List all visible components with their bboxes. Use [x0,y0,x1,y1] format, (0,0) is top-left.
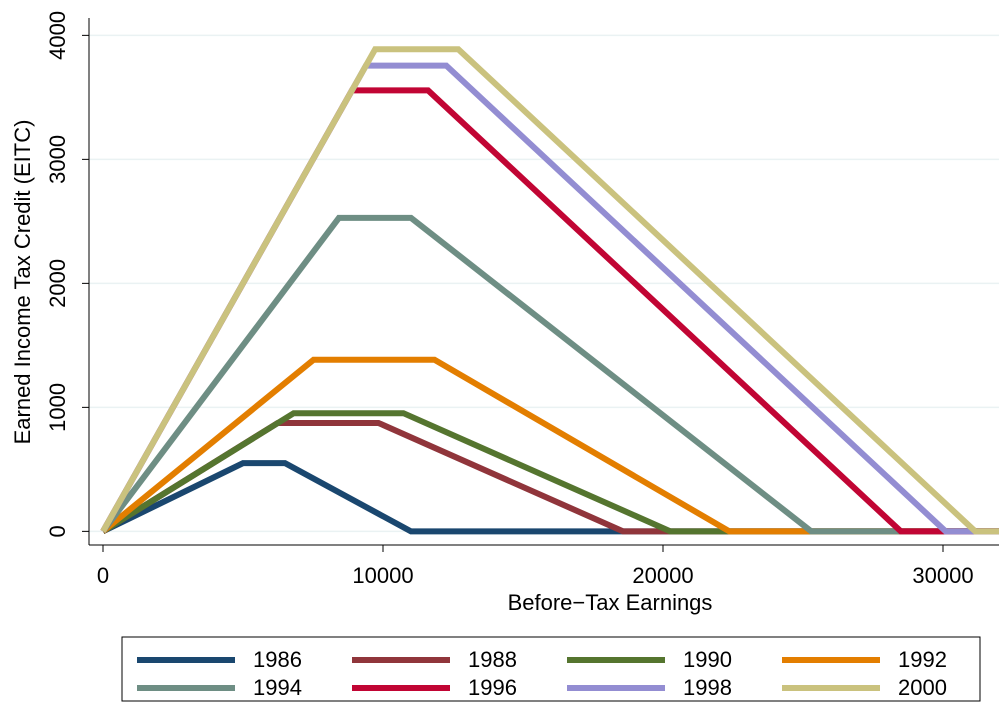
legend-label: 1986 [253,647,302,672]
series-line [101,460,999,535]
legend-label: 2000 [898,675,947,700]
legend-label: 1988 [468,647,517,672]
y-tick-label: 0 [45,525,70,537]
x-tick-label: 10000 [352,563,413,588]
x-axis-label: Before−Tax Earnings [508,590,713,615]
y-tick-label: 1000 [45,383,70,432]
x-tick-label: 30000 [912,563,973,588]
legend-label: 1990 [683,647,732,672]
y-tick-label: 3000 [45,135,70,184]
legend-label: 1992 [898,647,947,672]
y-tick-label: 2000 [45,259,70,308]
x-tick-label: 0 [97,563,109,588]
y-axis-label: Earned Income Tax Credit (EITC) [10,120,35,445]
legend-box [121,636,981,702]
series-line [100,214,999,535]
x-tick-label: 20000 [632,563,693,588]
legend-label: 1998 [683,675,732,700]
series-line [100,46,999,535]
legend-label: 1996 [468,675,517,700]
legend-label: 1994 [253,675,302,700]
y-tick-label: 4000 [45,11,70,60]
